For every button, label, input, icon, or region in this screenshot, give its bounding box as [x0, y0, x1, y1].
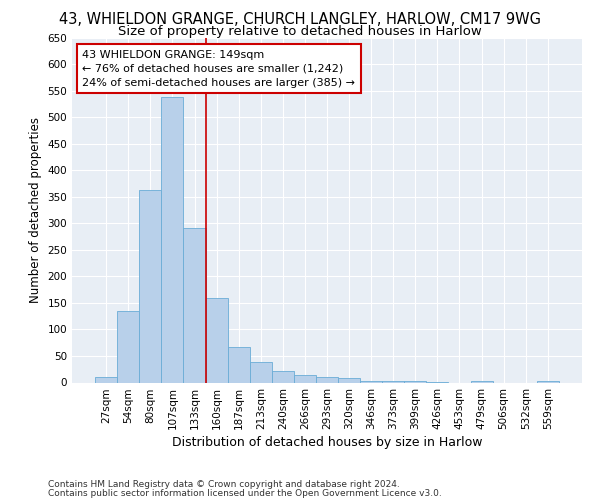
Bar [227, 348, 250, 382]
Bar [537, 381, 559, 382]
Text: Size of property relative to detached houses in Harlow: Size of property relative to detached ho… [118, 25, 482, 38]
Text: 43 WHIELDON GRANGE: 149sqm
← 76% of detached houses are smaller (1,242)
24% of s: 43 WHIELDON GRANGE: 149sqm ← 76% of deta… [82, 50, 355, 88]
X-axis label: Distribution of detached houses by size in Harlow: Distribution of detached houses by size … [172, 436, 482, 450]
Text: 43, WHIELDON GRANGE, CHURCH LANGLEY, HARLOW, CM17 9WG: 43, WHIELDON GRANGE, CHURCH LANGLEY, HAR… [59, 12, 541, 28]
Bar [272, 371, 294, 382]
Bar [470, 381, 493, 382]
Bar [338, 378, 360, 382]
Bar [294, 375, 316, 382]
Bar [250, 362, 272, 382]
Bar [161, 98, 184, 383]
Bar [184, 228, 206, 382]
Bar [316, 377, 338, 382]
Bar [206, 298, 227, 382]
Y-axis label: Number of detached properties: Number of detached properties [29, 117, 42, 303]
Bar [139, 190, 161, 382]
Text: Contains HM Land Registry data © Crown copyright and database right 2024.: Contains HM Land Registry data © Crown c… [48, 480, 400, 489]
Bar [95, 377, 117, 382]
Text: Contains public sector information licensed under the Open Government Licence v3: Contains public sector information licen… [48, 488, 442, 498]
Bar [117, 311, 139, 382]
